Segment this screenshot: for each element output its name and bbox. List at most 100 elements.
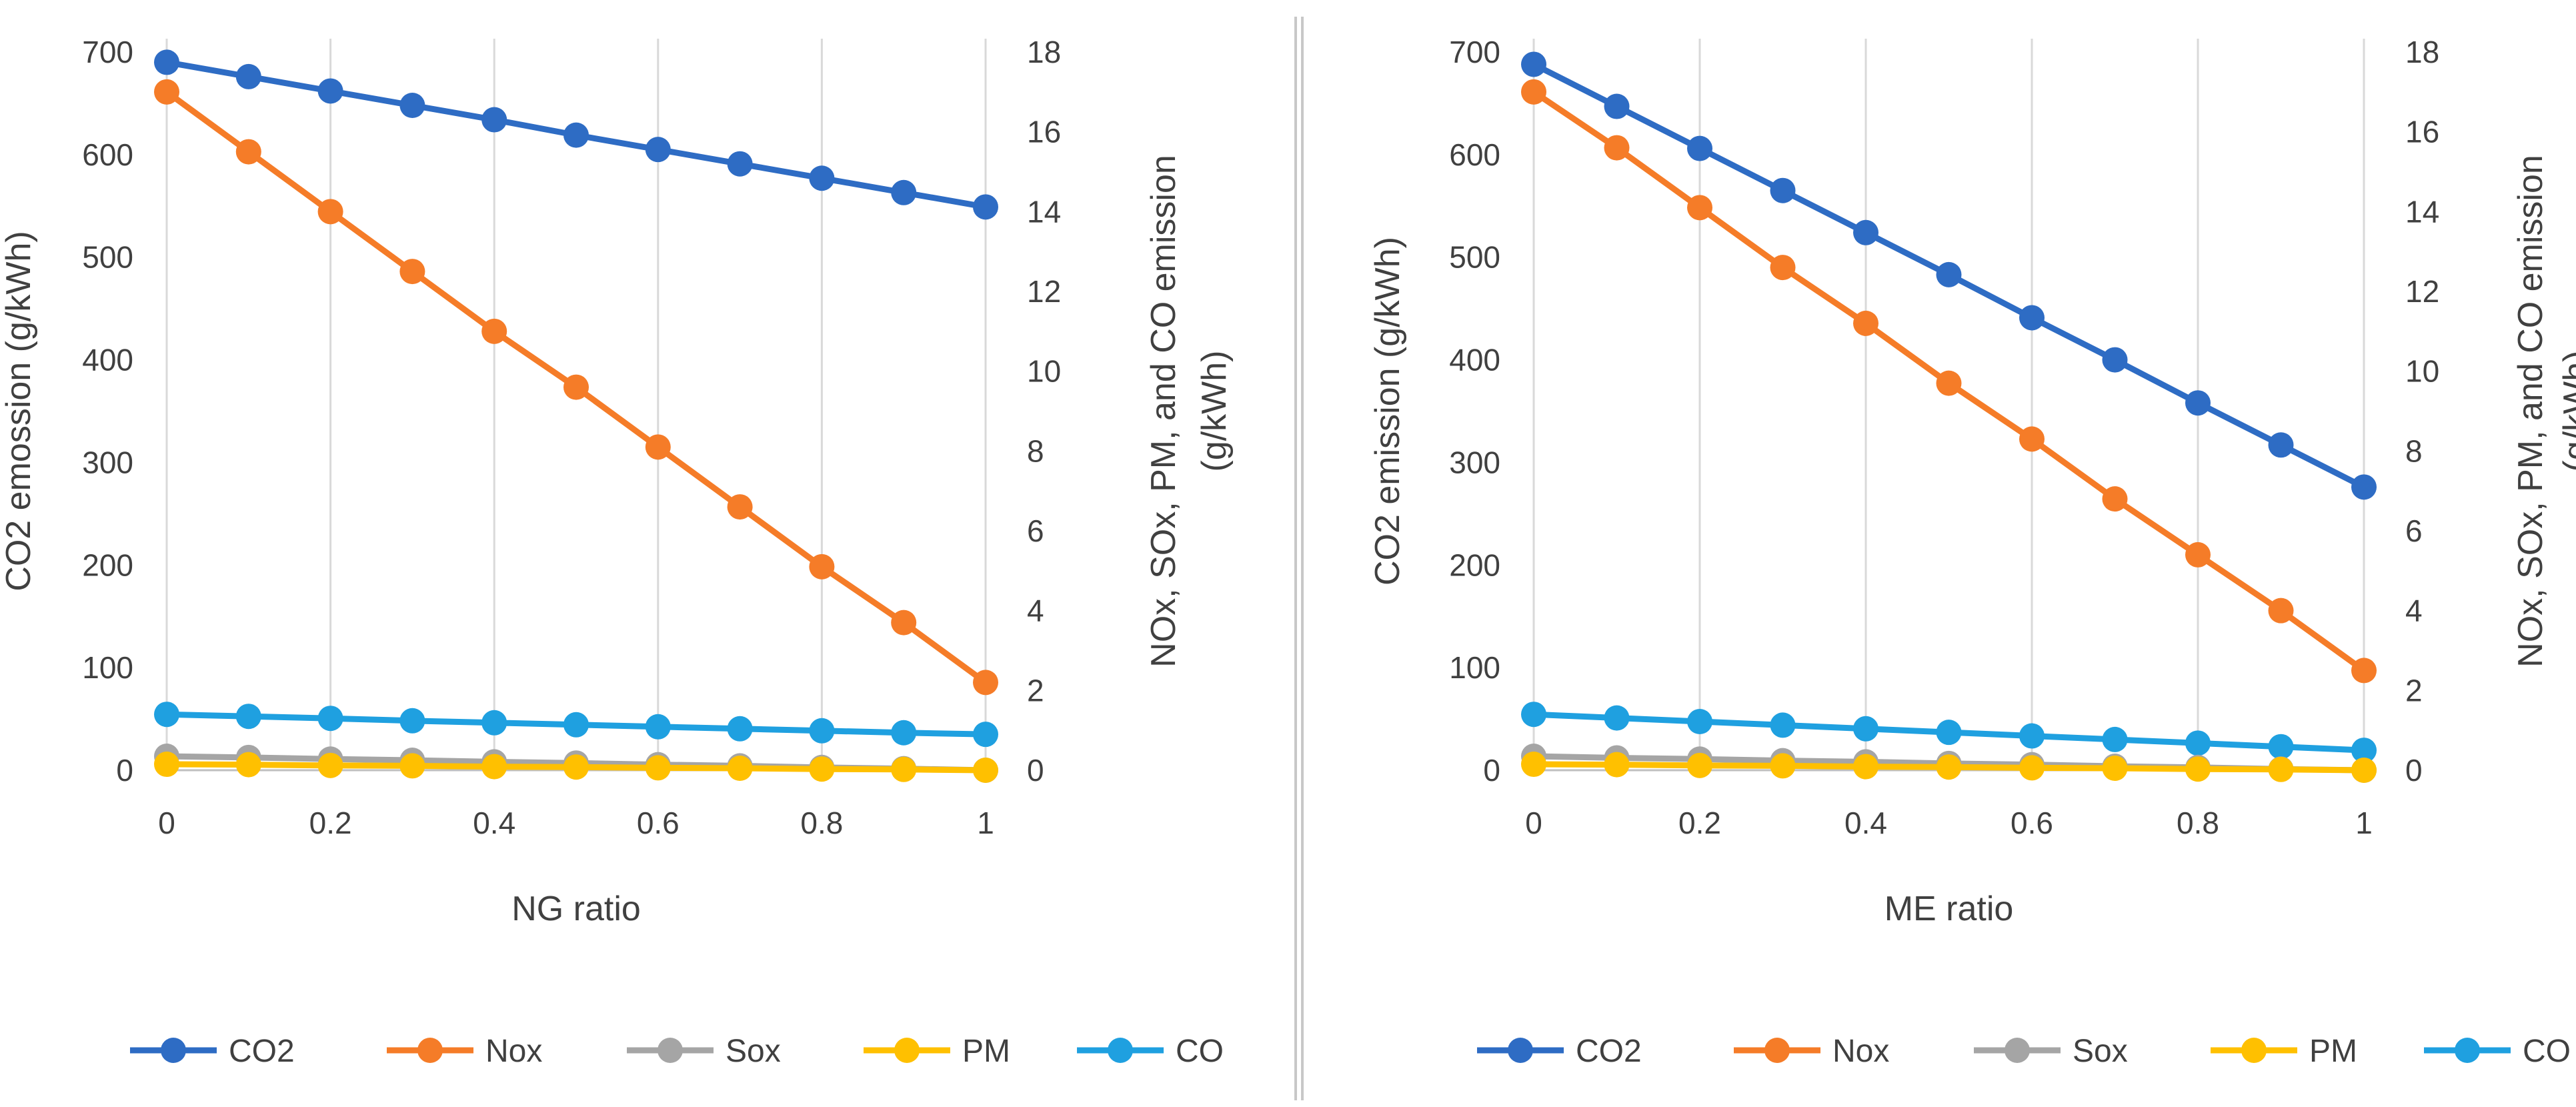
data-point-co — [399, 708, 425, 734]
data-point-nox — [1770, 255, 1796, 281]
legend-marker-co — [2455, 1038, 2480, 1063]
y-right-axis-title-line2: (g/kWh) — [1195, 351, 1234, 472]
legend-label-sox: Sox — [2073, 1034, 2128, 1069]
data-point-nox — [235, 139, 261, 165]
data-point-co2 — [2268, 432, 2294, 458]
data-point-pm — [563, 754, 589, 780]
data-point-co2 — [809, 165, 835, 191]
data-point-co2 — [645, 137, 671, 163]
data-point-co — [2185, 730, 2211, 756]
data-point-co — [1770, 712, 1796, 738]
y-left-tick-label: 100 — [1449, 650, 1500, 685]
data-point-co — [2019, 723, 2045, 749]
data-point-co2 — [1521, 51, 1546, 77]
x-tick-label: 0.4 — [1844, 806, 1887, 840]
data-point-pm — [1853, 754, 1878, 780]
y-left-tick-label: 600 — [1449, 137, 1500, 172]
x-tick-label: 0.4 — [473, 806, 515, 840]
y-right-tick-label: 14 — [1027, 194, 1061, 229]
data-point-pm — [645, 755, 671, 781]
data-point-pm — [2019, 755, 2045, 781]
data-point-co2 — [2185, 390, 2211, 416]
y-left-axis-title: CO2 emossion (g/kWh) — [0, 231, 38, 591]
x-tick-label: 0.6 — [637, 806, 680, 840]
data-point-pm — [399, 753, 425, 779]
data-point-co — [317, 706, 343, 732]
legend-marker-co — [1108, 1038, 1133, 1063]
legend-label-sox: Sox — [726, 1034, 781, 1069]
data-point-co2 — [481, 107, 507, 133]
data-point-co — [973, 722, 998, 748]
data-point-co2 — [399, 93, 425, 119]
data-point-nox — [2268, 598, 2294, 624]
y-left-tick-label: 0 — [1483, 753, 1500, 788]
data-point-co — [1604, 705, 1630, 731]
data-point-pm — [1604, 752, 1630, 778]
data-point-nox — [2351, 658, 2377, 684]
data-point-nox — [1604, 135, 1630, 161]
data-point-nox — [809, 554, 835, 580]
data-point-nox — [481, 318, 507, 344]
x-tick-label: 0 — [158, 806, 175, 840]
data-point-pm — [2268, 756, 2294, 782]
data-point-co — [1853, 716, 1878, 742]
legend-marker-pm — [2241, 1038, 2267, 1063]
y-left-tick-label: 300 — [82, 445, 133, 479]
data-point-nox — [154, 79, 179, 105]
data-point-nox — [563, 374, 589, 400]
x-tick-label: 0.2 — [309, 806, 352, 840]
legend-label-pm: PM — [2309, 1034, 2357, 1069]
data-point-co — [154, 702, 179, 728]
x-axis-title: ME ratio — [1884, 890, 2014, 928]
legend-label-nox: Nox — [1832, 1034, 1889, 1069]
y-left-tick-label: 400 — [82, 343, 133, 377]
data-point-pm — [154, 752, 179, 778]
legend-label-co: CO — [1176, 1034, 1224, 1069]
data-point-pm — [727, 756, 753, 782]
data-point-co2 — [1604, 93, 1630, 119]
y-left-tick-label: 400 — [1449, 343, 1500, 377]
data-point-co2 — [1853, 219, 1878, 245]
legend-label-co2: CO2 — [229, 1034, 295, 1069]
data-point-co — [481, 710, 507, 736]
data-point-nox — [399, 259, 425, 285]
data-point-pm — [235, 752, 261, 778]
data-point-nox — [1521, 79, 1546, 105]
data-point-co — [727, 716, 753, 742]
y-left-tick-label: 600 — [82, 137, 133, 172]
data-point-nox — [727, 494, 753, 520]
data-point-co2 — [1687, 135, 1712, 161]
x-tick-label: 1 — [977, 806, 994, 840]
data-point-nox — [645, 434, 671, 460]
data-point-pm — [973, 758, 998, 783]
data-point-co — [1936, 720, 1962, 746]
y-left-tick-label: 700 — [1449, 35, 1500, 69]
y-right-tick-label: 10 — [1027, 354, 1061, 389]
legend-marker-nox — [417, 1038, 443, 1063]
y-left-tick-label: 300 — [1449, 445, 1500, 479]
data-point-co2 — [973, 194, 998, 220]
y-left-tick-label: 700 — [82, 35, 133, 69]
data-point-co2 — [2019, 305, 2045, 331]
y-right-axis-title-line1: NOx, SOx, PM, and CO emission — [2511, 155, 2550, 668]
y-right-tick-label: 10 — [2405, 354, 2439, 389]
data-point-co — [1687, 709, 1712, 735]
data-point-co — [2102, 726, 2128, 752]
y-right-axis-title-line2: (g/kWh) — [2557, 351, 2576, 472]
data-point-pm — [1936, 754, 1962, 780]
y-right-tick-label: 6 — [1027, 513, 1044, 548]
y-right-tick-label: 8 — [2405, 433, 2423, 468]
chart-ng-ratio: 0 100 200 300 400 500 600 700 0 2 4 6 8 10 12 14 16 18 0 0.… — [0, 35, 1234, 1069]
y-right-tick-label: 0 — [1027, 753, 1044, 788]
legend-marker-pm — [894, 1038, 920, 1063]
data-point-co2 — [2102, 347, 2128, 373]
legend-label-pm: PM — [962, 1034, 1010, 1069]
y-right-tick-label: 12 — [1027, 274, 1061, 309]
data-point-pm — [1521, 752, 1546, 778]
data-point-nox — [2019, 426, 2045, 452]
data-point-pm — [2351, 758, 2377, 783]
data-point-pm — [481, 754, 507, 780]
data-point-co2 — [891, 179, 917, 205]
y-left-tick-label: 500 — [1449, 240, 1500, 275]
